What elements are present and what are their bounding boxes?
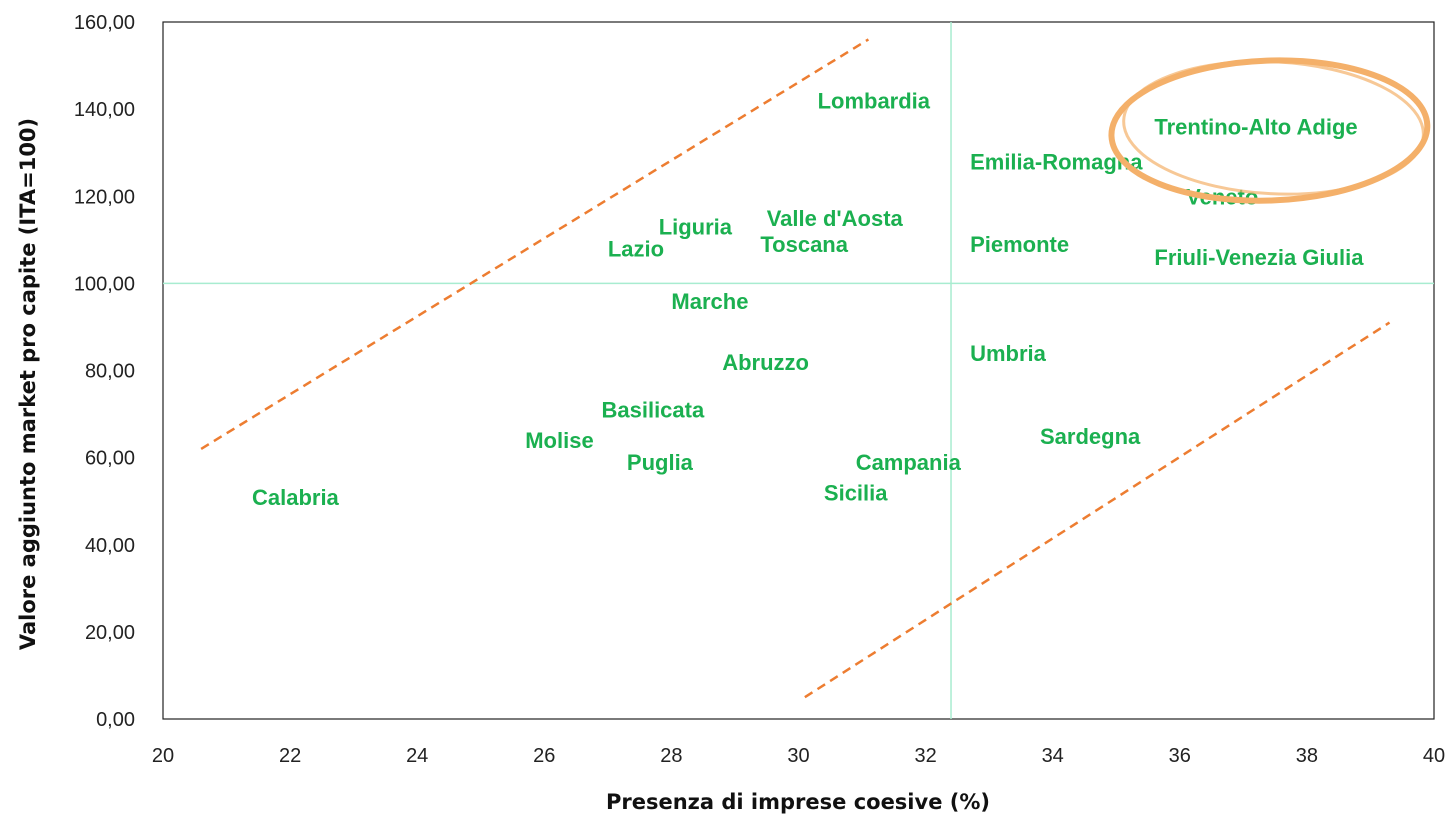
y-axis-title: Valore aggiunto market pro capite (ITA=1…: [16, 118, 40, 650]
y-tick-label: 120,00: [74, 186, 135, 208]
y-tick-label: 140,00: [74, 99, 135, 121]
x-tick-label: 38: [1296, 745, 1318, 767]
x-tick-label: 34: [1042, 745, 1064, 767]
y-tick-label: 160,00: [74, 12, 135, 34]
x-axis-title: Presenza di imprese coesive (%): [606, 790, 990, 814]
y-tick-label: 0,00: [96, 709, 135, 731]
y-axis-ticks: 0,00 20,00 40,00 60,00 80,00 100,00 120,00 140,…: [74, 12, 135, 731]
x-tick-label: 28: [660, 745, 682, 767]
region-label: Friuli-Venezia Giulia: [1154, 245, 1364, 270]
x-tick-label: 20: [152, 745, 174, 767]
dashed-trend-line: [804, 321, 1391, 699]
region-label: Sicilia: [824, 480, 888, 505]
region-label: Abruzzo: [722, 350, 809, 375]
plot-area-frame: [162, 21, 1435, 720]
x-tick-label: 24: [406, 745, 428, 767]
x-tick-label: 40: [1423, 745, 1445, 767]
y-tick-label: 80,00: [85, 361, 135, 383]
region-label: Basilicata: [601, 398, 704, 423]
region-label: Valle d'Aosta: [767, 206, 904, 231]
region-label: Umbria: [970, 341, 1047, 366]
x-tick-label: 32: [914, 745, 936, 767]
region-label: Toscana: [760, 232, 848, 257]
region-label: Calabria: [252, 485, 340, 510]
dashed-trend-line: [200, 38, 870, 450]
y-tick-label: 100,00: [74, 273, 135, 295]
region-label: Puglia: [627, 450, 694, 475]
x-tick-label: 30: [787, 745, 809, 767]
region-label: Lombardia: [818, 88, 931, 113]
trend-lines: [200, 38, 1391, 699]
region-label: Marche: [671, 289, 748, 314]
region-label: Lazio: [608, 237, 664, 262]
y-tick-label: 60,00: [85, 448, 135, 470]
region-label: Molise: [525, 428, 593, 453]
region-label: Campania: [856, 450, 962, 475]
y-tick-label: 20,00: [85, 622, 135, 644]
region-label: Liguria: [659, 215, 733, 240]
x-tick-label: 36: [1169, 745, 1191, 767]
region-label: Sardegna: [1040, 424, 1141, 449]
highlight-circle: [1108, 57, 1431, 204]
x-tick-label: 26: [533, 745, 555, 767]
x-axis-ticks: 20 22 24 26 28 30 32 34 36 38 40: [152, 745, 1445, 767]
region-label: Trentino-Alto Adige: [1154, 115, 1357, 140]
region-label: Piemonte: [970, 232, 1069, 257]
highlight-ellipse: [1108, 57, 1431, 204]
x-tick-label: 22: [279, 745, 301, 767]
y-tick-label: 40,00: [85, 535, 135, 557]
